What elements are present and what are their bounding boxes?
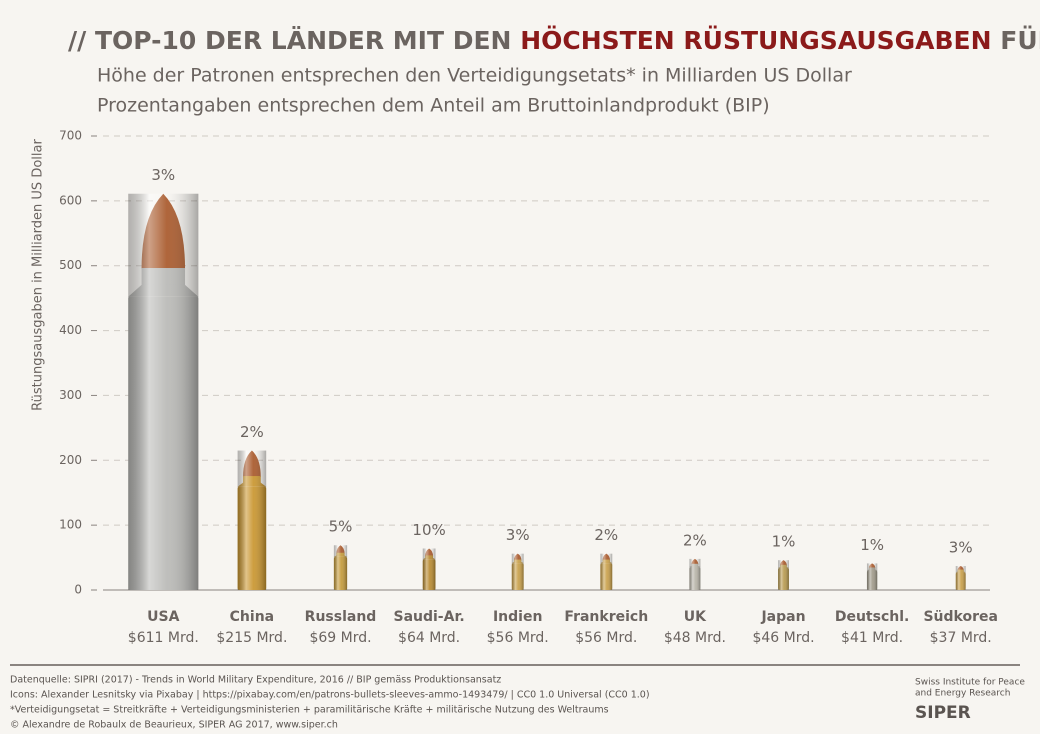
value-label: $56 Mrd.: [575, 630, 637, 646]
bullet: [778, 560, 789, 590]
bullet-shine: [237, 450, 267, 590]
x-tick-label: Japan: [760, 609, 805, 625]
y-tick-label: 400: [59, 323, 82, 337]
value-label: $46 Mrd.: [752, 630, 814, 646]
footer-line: Icons: Alexander Lesnitsky via Pixabay |…: [10, 690, 650, 701]
y-axis-label: Rüstungsausgaben in Milliarden US Dollar: [31, 139, 46, 411]
bullet-shine: [422, 548, 436, 590]
bullet-shine: [689, 558, 701, 590]
value-label: $56 Mrd.: [487, 630, 549, 646]
x-tick-label: Russland: [305, 609, 377, 625]
gdp-share-label: 2%: [683, 531, 707, 549]
title-part: // TOP-10 DER LÄNDER MIT DEN: [68, 25, 520, 55]
bullet: [600, 553, 613, 590]
gdp-share-label: 3%: [506, 526, 530, 544]
bullet: [689, 558, 701, 590]
value-label: $215 Mrd.: [216, 630, 287, 646]
x-tick-label: Deutschl.: [835, 609, 910, 625]
gdp-share-label: 5%: [329, 518, 353, 536]
y-tick-label: 100: [59, 518, 82, 532]
chart-title: // TOP-10 DER LÄNDER MIT DEN HÖCHSTEN RÜ…: [68, 25, 1040, 55]
y-tick-label: 500: [59, 258, 82, 272]
bullet: [866, 563, 878, 590]
y-tick-label: 200: [59, 453, 82, 467]
x-tick-label: China: [230, 609, 274, 625]
logo: SIPER: [915, 703, 971, 723]
y-tick-label: 700: [59, 129, 82, 143]
x-tick-label: Frankreich: [564, 609, 648, 625]
value-label: $41 Mrd.: [841, 630, 903, 646]
x-tick-label: Saudi-Ar.: [393, 609, 464, 625]
gdp-share-label: 10%: [412, 521, 445, 539]
bullet-shine: [600, 553, 613, 590]
logo-text: Swiss Institute for Peace: [915, 678, 1025, 688]
bullet: [422, 548, 436, 590]
x-tick-label: UK: [684, 609, 707, 625]
title-part: HÖCHSTEN RÜSTUNGSAUSGABEN: [520, 25, 991, 55]
value-label: $37 Mrd.: [930, 630, 992, 646]
gdp-share-label: 3%: [949, 539, 973, 557]
bullet: [237, 450, 267, 590]
y-tick-label: 600: [59, 193, 82, 207]
x-tick-label: Indien: [493, 609, 542, 625]
value-label: $64 Mrd.: [398, 630, 460, 646]
gdp-share-label: 1%: [860, 536, 884, 554]
footer-line: Datenquelle: SIPRI (2017) - Trends in Wo…: [10, 675, 501, 686]
gdp-share-label: 3%: [151, 166, 175, 184]
value-label: $48 Mrd.: [664, 630, 726, 646]
value-label: $611 Mrd.: [128, 630, 199, 646]
footer-line: © Alexandre de Robaulx de Beaurieux, SIP…: [10, 720, 338, 731]
subtitle: Höhe der Patronen entsprechen den Vertei…: [97, 65, 852, 87]
bullet-shine: [511, 553, 524, 590]
bullet-shine: [128, 193, 199, 591]
bullet: [128, 193, 199, 591]
x-tick-label: Südkorea: [923, 609, 997, 625]
bullet: [333, 545, 348, 590]
bullet-shine: [333, 545, 348, 590]
bullet: [955, 566, 966, 590]
x-tick-label: USA: [147, 609, 179, 625]
bullet-shine: [866, 563, 878, 590]
gdp-share-label: 1%: [772, 533, 796, 551]
bullet: [511, 553, 524, 590]
bullet-shine: [955, 566, 966, 590]
y-tick-label: 300: [59, 388, 82, 402]
subtitle: Prozentangaben entsprechen dem Anteil am…: [97, 95, 770, 117]
value-label: $69 Mrd.: [309, 630, 371, 646]
footer-line: *Verteidigungsetat = Streitkräfte + Vert…: [10, 705, 609, 716]
gdp-share-label: 2%: [594, 526, 618, 544]
gdp-share-label: 2%: [240, 423, 264, 441]
y-tick-label: 0: [74, 583, 82, 597]
logo-text: and Energy Research: [915, 689, 1010, 699]
bullet-shine: [778, 560, 789, 590]
title-part: FÜR 2016: [992, 25, 1040, 55]
